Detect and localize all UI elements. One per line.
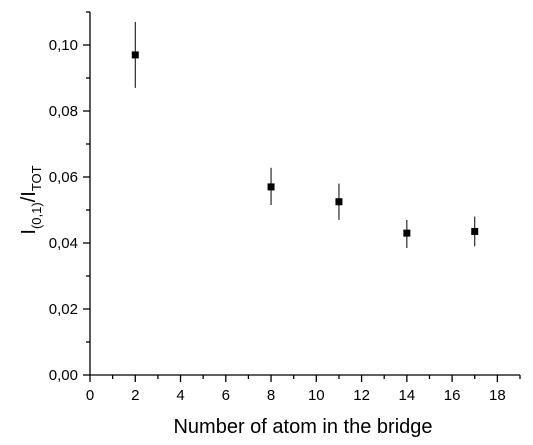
axes xyxy=(89,12,520,376)
y-tick-label: 0,08 xyxy=(49,103,78,120)
data-point xyxy=(403,229,411,237)
data-point xyxy=(267,183,275,191)
x-tick-label: 12 xyxy=(353,387,370,404)
x-axis-title: Number of atom in the bridge xyxy=(173,416,432,438)
y-axis-ticks: 0,00 0,02 0,04 0,06 0,08 0,10 xyxy=(49,11,90,384)
y-tick-label: 0,06 xyxy=(49,169,78,186)
x-tick-label: 8 xyxy=(267,387,275,404)
y-axis-title-base: I xyxy=(18,229,40,235)
y-tick-label: 0,00 xyxy=(49,367,78,384)
x-tick-label: 4 xyxy=(176,387,184,404)
x-tick-label: 0 xyxy=(86,387,94,404)
y-axis-title-sep: /I xyxy=(18,191,40,202)
y-tick-label: 0,04 xyxy=(49,235,78,252)
x-tick-label: 14 xyxy=(398,387,415,404)
x-tick-label: 16 xyxy=(444,387,461,404)
y-axis-title-sub2: TOT xyxy=(29,165,44,191)
x-tick-label: 6 xyxy=(222,387,230,404)
y-tick-label: 0,10 xyxy=(49,37,78,54)
data-point xyxy=(131,51,139,59)
data-points xyxy=(131,21,479,248)
x-tick-label: 18 xyxy=(489,387,506,404)
y-axis-title-sub1: (0,1) xyxy=(29,202,44,229)
y-tick-label: 0,02 xyxy=(49,301,78,318)
x-axis-ticks: 0 2 4 6 8 10 12 14 16 18 xyxy=(86,375,521,404)
x-tick-label: 2 xyxy=(131,387,139,404)
x-tick-label: 10 xyxy=(308,387,325,404)
data-point xyxy=(471,227,479,235)
y-axis-title: I(0,1)/ITOT xyxy=(18,165,44,234)
data-point xyxy=(335,198,343,206)
